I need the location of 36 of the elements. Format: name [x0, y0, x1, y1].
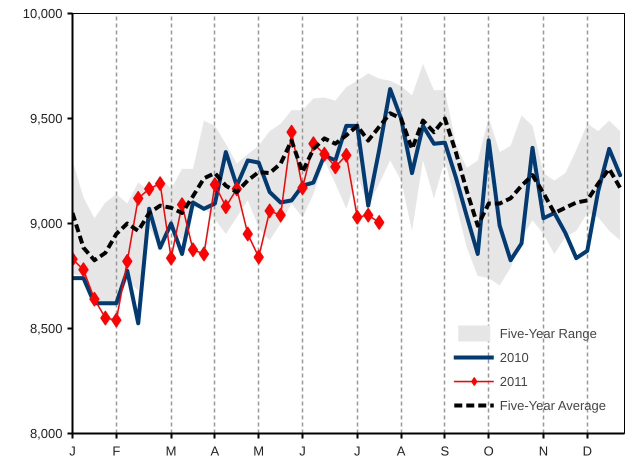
- point: [275, 208, 286, 223]
- point: [198, 246, 210, 262]
- point: [319, 146, 330, 162]
- point: [330, 159, 341, 174]
- x-tick-label: S: [440, 444, 450, 458]
- y-tick-label: 8,000: [30, 426, 63, 441]
- point: [78, 262, 89, 278]
- point: [188, 242, 198, 258]
- x-tick-label: M: [253, 444, 264, 458]
- point: [166, 250, 176, 266]
- y-tick-label: 8,500: [30, 321, 63, 336]
- x-tick-label: A: [210, 444, 220, 458]
- point: [154, 176, 166, 192]
- x-tick-label: N: [538, 444, 548, 458]
- point: [242, 226, 253, 242]
- x-tick-label: F: [112, 444, 120, 458]
- x-tick-label: A: [396, 444, 406, 458]
- x-tick-label: J: [354, 444, 361, 458]
- annotation: Five-Year Range: [500, 326, 597, 340]
- legend-label: Five-Year Average: [500, 398, 606, 412]
- x-tick-label: J: [69, 444, 76, 458]
- point: [286, 124, 297, 140]
- point: [100, 310, 111, 326]
- point: [210, 177, 220, 192]
- point: [89, 292, 100, 307]
- x-tick-label: J: [299, 444, 306, 458]
- x-tick-label: M: [166, 444, 176, 458]
- point: [297, 180, 308, 196]
- legend-label: 2010: [500, 350, 529, 364]
- legend-label: 2011: [500, 374, 528, 388]
- x-tick-label: O: [484, 444, 494, 458]
- x-tick-label: D: [582, 444, 592, 458]
- y-tick-label: 9,000: [30, 216, 63, 231]
- y-tick-label: 10,000: [22, 6, 63, 21]
- point: [264, 203, 275, 218]
- y-tick-label: 9,500: [30, 111, 63, 126]
